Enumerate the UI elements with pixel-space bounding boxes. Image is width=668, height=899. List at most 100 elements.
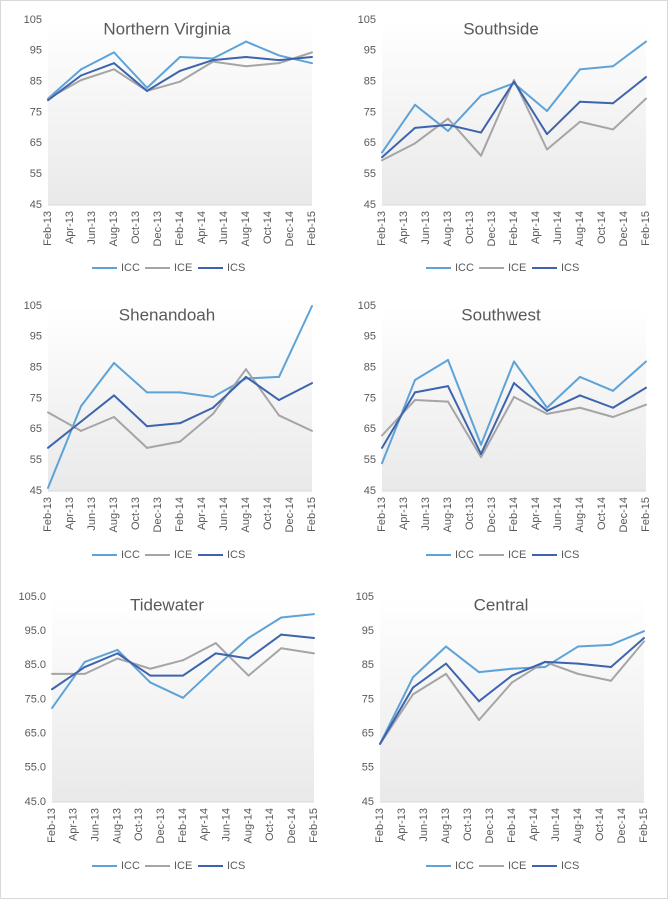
series-segment (179, 60, 214, 83)
series-segment (179, 59, 214, 72)
x-tick-label: Oct-14 (594, 808, 606, 841)
series-segment (278, 56, 313, 62)
y-tick-label: 95 (364, 331, 376, 343)
chart-title: Tidewater (130, 595, 204, 614)
x-tick-label: Apr-14 (530, 497, 542, 530)
x-tick-label: Jun-13 (86, 211, 98, 245)
series-segment (513, 80, 548, 136)
chart-title: Southside (463, 19, 539, 38)
x-tick-label: Feb-13 (376, 497, 388, 532)
x-tick-label: Dec-14 (616, 808, 628, 843)
x-tick-label: Aug-13 (108, 211, 120, 246)
legend-label: ICS (561, 860, 579, 872)
x-tick-label: Oct-13 (130, 211, 142, 244)
series-segment (445, 672, 480, 721)
legend-label: ICC (455, 860, 474, 872)
series-segment (212, 60, 247, 68)
series-segment (577, 662, 612, 669)
series-segment (245, 56, 280, 62)
x-tick-label: Apr-13 (398, 211, 410, 244)
series-segment (381, 399, 416, 437)
x-tick-label: Jun-13 (418, 808, 430, 842)
series-segment (546, 120, 581, 151)
series-segment (182, 652, 217, 677)
legend-label: ICC (455, 262, 474, 274)
x-tick-label: Aug-13 (442, 211, 454, 246)
y-tick-label: 45 (362, 796, 374, 808)
plot-area (382, 20, 646, 205)
x-tick-label: Aug-13 (442, 497, 454, 532)
series-segment (278, 382, 313, 402)
series-segment (612, 97, 647, 131)
x-tick-label: Jun-14 (218, 211, 230, 245)
x-tick-label: Aug-14 (240, 211, 252, 246)
legend-label: ICE (174, 860, 192, 872)
x-tick-label: Jun-14 (221, 808, 233, 842)
x-tick-label: Feb-14 (174, 497, 186, 532)
x-tick-label: Feb-13 (376, 211, 388, 246)
series-segment (447, 358, 482, 446)
x-tick-label: Apr-14 (199, 808, 211, 841)
y-tick-label: 65 (362, 728, 374, 740)
series-segment (412, 645, 447, 679)
x-tick-label: Apr-13 (64, 497, 76, 530)
plot-area (380, 597, 644, 802)
legend-label: ICS (561, 262, 579, 274)
x-tick-label: Feb-15 (640, 211, 652, 246)
series-segment (51, 666, 86, 691)
y-tick-label: 55 (364, 454, 376, 466)
series-segment (612, 360, 647, 392)
series-segment (447, 123, 482, 134)
y-tick-label: 45 (30, 199, 42, 211)
series-segment (182, 642, 217, 662)
legend-label: ICE (174, 262, 192, 274)
y-tick-label: 95 (364, 45, 376, 57)
y-tick-label: 65 (30, 423, 42, 435)
x-tick-label: Oct-14 (262, 497, 274, 530)
series-segment (113, 51, 148, 89)
x-tick-label: Oct-14 (596, 211, 608, 244)
series-segment (280, 647, 315, 655)
series-segment (247, 647, 283, 677)
x-tick-label: Dec-13 (152, 211, 164, 246)
series-segment (149, 659, 184, 670)
x-tick-label: Apr-13 (64, 211, 76, 244)
x-tick-label: Aug-13 (440, 808, 452, 843)
series-segment (116, 652, 152, 677)
series-segment (245, 375, 280, 402)
legend-label: ICS (227, 262, 245, 274)
y-tick-label: 105 (356, 591, 374, 603)
series-segment (47, 74, 82, 102)
series-segment (579, 394, 614, 409)
legend-label: ICC (121, 549, 140, 561)
legend-label: ICS (561, 549, 579, 561)
x-tick-label: Aug-13 (108, 497, 120, 532)
x-tick-label: Jun-13 (86, 497, 98, 531)
y-tick-label: 55 (30, 168, 42, 180)
x-tick-label: Apr-14 (528, 808, 540, 841)
x-tick-label: Dec-14 (284, 211, 296, 246)
x-tick-label: Jun-13 (90, 808, 102, 842)
series-segment (579, 120, 614, 131)
x-tick-label: Dec-13 (155, 808, 167, 843)
series-segment (480, 82, 515, 97)
series-segment (381, 391, 416, 449)
series-segment (179, 56, 214, 60)
series-segment (113, 362, 148, 394)
series-segment (80, 62, 115, 77)
x-tick-label: Aug-14 (572, 808, 584, 843)
x-tick-label: Aug-13 (111, 808, 123, 843)
x-tick-label: Dec-13 (484, 808, 496, 843)
y-tick-label: 65 (364, 423, 376, 435)
x-tick-label: Aug-14 (574, 211, 586, 246)
y-tick-label: 85 (30, 76, 42, 88)
x-tick-label: Feb-15 (306, 497, 318, 532)
series-segment (478, 674, 513, 703)
series-segment (47, 405, 82, 489)
series-segment (612, 76, 647, 105)
x-tick-label: Feb-15 (306, 211, 318, 246)
series-segment (182, 666, 217, 699)
series-segment (513, 382, 548, 412)
series-segment (149, 681, 184, 699)
series-segment (447, 400, 482, 459)
